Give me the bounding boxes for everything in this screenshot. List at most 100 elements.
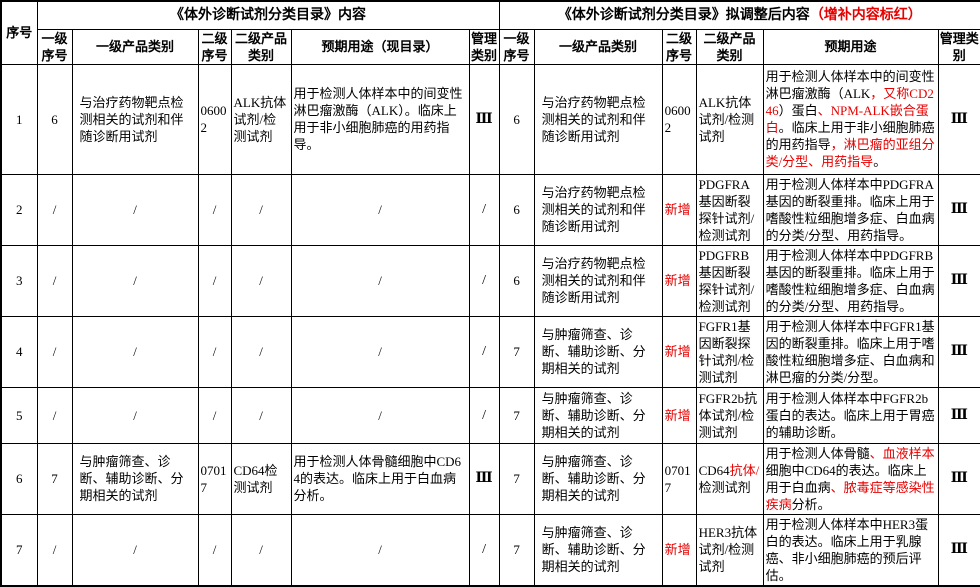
added-content-red-text: 抗体/ [729,462,760,478]
cell-current-level2-no: 07017 [197,442,232,515]
cell-current-level1-no: / [36,315,73,388]
current-content-group-header: 《体外诊断试剂分类目录》内容 [36,0,500,30]
cell-current-intended-use: / [290,173,470,246]
cell-text: ）蛋白 [778,103,818,118]
cell-current-level2-category: CD64检测试剂 [230,442,292,515]
cell-current-intended-use: 用于检测人体骨髓细胞中CD64的表达。临床上用于白血病分析。 [290,442,470,515]
added-content-red-text: 新增 [664,407,691,423]
cell-current-level1-no: / [36,513,73,586]
cell-proposed-level1-category: 与治疗药物靶点检测相关的试剂和伴随诊断用试剂 [533,244,663,317]
cell-proposed-level2-category: CD64抗体/检测试剂 [695,442,764,515]
serial-header: 序号 [0,0,38,65]
cell-proposed-level2-no: 06002 [661,63,697,175]
cell-current-mgmt-class: Ⅲ [468,63,500,175]
cell-current-level1-no: 6 [36,63,73,175]
cell-proposed-mgmt-class: Ⅲ [937,173,980,246]
cell-proposed-mgmt-class: Ⅲ [937,386,980,444]
cell-serial: 1 [0,63,38,175]
cell-proposed-level1-no: 7 [498,513,535,586]
cell-proposed-level1-no: 6 [498,63,535,175]
added-content-red-text: 新增 [664,542,691,557]
cell-proposed-level2-category: PDGFRA基因断裂探针试剂/检测试剂 [695,173,764,246]
proposed-content-group-header: 《体外诊断试剂分类目录》拟调整后内容（增补内容标红） [498,0,980,30]
added-content-red-text: ，淋巴瘤的亚组分类/分型、用药指导 [765,137,935,169]
group-header-row: 序号 《体外诊断试剂分类目录》内容 《体外诊断试剂分类目录》拟调整后内容（增补内… [0,0,980,65]
current-level1-category-header: 一级产品类别 [71,28,199,65]
table-row: 7// / / //7 与肿瘤筛查、诊断、辅助诊断、分期相关的试剂 新增 HER3抗体试剂/… [0,513,980,586]
table-row: 4// / / //7 与肿瘤筛查、诊断、辅助诊断、分期相关的试剂 新增 FGFR1基因断裂… [0,315,980,388]
cell-proposed-level1-category: 与肿瘤筛查、诊断、辅助诊断、分期相关的试剂 [533,386,663,444]
cell-proposed-mgmt-class: Ⅲ [937,513,980,586]
proposed-mgmt-class-header: 管理类别 [937,28,980,65]
cell-current-level1-no: / [36,244,73,317]
cell-current-level2-category: / [230,386,292,444]
cell-proposed-level2-no: 新增 [661,244,697,317]
cell-current-intended-use: / [290,386,470,444]
cell-text: 用于检测人体骨髓 [765,445,870,461]
cell-current-mgmt-class: / [468,513,500,586]
cell-current-level1-category: / [71,315,199,388]
cell-proposed-intended-use: 用于检测人体样本中PDGFRA基因的断裂重排。临床上用于嗜酸性粒细胞增多症、白血… [762,173,939,246]
cell-proposed-level2-category: ALK抗体试剂/检测试剂 [695,63,764,175]
cell-proposed-level1-category: 与治疗药物靶点检测相关的试剂和伴随诊断用试剂 [533,63,663,175]
added-content-red-text: 、NPM-ALK嵌合蛋白 [765,103,929,135]
cell-proposed-level1-no: 7 [498,315,535,388]
cell-serial: 3 [0,244,38,317]
cell-proposed-level1-category: 与肿瘤筛查、诊断、辅助诊断、分期相关的试剂 [533,315,663,388]
cell-proposed-mgmt-class: Ⅲ [937,442,980,515]
cell-current-level1-no: / [36,386,73,444]
added-content-red-text: 、脓毒症等感染性疾病 [765,479,935,512]
cell-current-level2-no: / [197,513,232,586]
added-content-red-text: ，又称CD246 [765,86,934,118]
cell-proposed-intended-use: 用于检测人体样本中PDGFRB基因的断裂重排。临床上用于嗜酸性粒细胞增多症、白血… [762,244,939,317]
added-content-red-text: 新增 [664,344,691,359]
cell-current-intended-use: / [290,513,470,586]
cell-proposed-level2-category: FGFR2b抗体试剂/检测试剂 [695,386,764,444]
cell-proposed-intended-use: 用于检测人体样本中HER3蛋白的表达。临床上用于乳腺癌、非小细胞肺癌的预后评估。 [762,513,939,586]
cell-current-mgmt-class: Ⅲ [468,442,500,515]
cell-current-intended-use: 用于检测人体样本中的间变性淋巴瘤激酶（ALK）。临床上用于非小细胞肺癌的用药指导… [290,63,470,175]
cell-text: 。 [873,154,887,169]
table-row: 5// / / //7 与肿瘤筛查、诊断、辅助诊断、分期相关的试剂 新增 FGFR2b抗体试… [0,386,980,444]
cell-proposed-level2-no: 新增 [661,315,697,388]
proposed-level1-category-header: 一级产品类别 [533,28,663,65]
cell-current-level1-category: / [71,244,199,317]
cell-proposed-intended-use: 用于检测人体骨髓、血液样本细胞中CD64的表达。临床上用于白血病、脓毒症等感染性… [762,442,939,515]
cell-current-level2-no: / [197,386,232,444]
cell-current-level2-no: / [197,173,232,246]
cell-proposed-level2-category: HER3抗体试剂/检测试剂 [695,513,764,586]
cell-current-level1-category: / [71,513,199,586]
added-content-red-text: 新增 [664,202,691,217]
cell-current-level2-no: / [197,315,232,388]
cell-current-level2-no: 06002 [197,63,232,175]
cell-proposed-level2-no: 07017 [661,442,697,515]
proposed-group-label: 《体外诊断试剂分类目录》拟调整后内容 [557,7,810,23]
cell-proposed-mgmt-class: Ⅲ [937,63,980,175]
cell-proposed-level2-category: FGFR1基因断裂探针试剂/检测试剂 [695,315,764,388]
cell-serial: 4 [0,315,38,388]
cell-current-mgmt-class: / [468,173,500,246]
cell-text: 分析。 [791,496,831,512]
cell-proposed-level1-no: 6 [498,244,535,317]
cell-proposed-intended-use: 用于检测人体样本中FGFR2b蛋白的表达。临床上用于胃癌的辅助诊断。 [762,386,939,444]
cell-proposed-level1-no: 7 [498,442,535,515]
cell-proposed-level2-no: 新增 [661,513,697,586]
cell-current-level1-category: 与肿瘤筛查、诊断、辅助诊断、分期相关的试剂 [71,442,199,515]
cell-proposed-level1-category: 与肿瘤筛查、诊断、辅助诊断、分期相关的试剂 [533,513,663,586]
cell-current-mgmt-class: / [468,315,500,388]
cell-current-level2-category: ALK抗体试剂/检测试剂 [230,63,292,175]
added-content-red-text: 、血液样本 [869,445,935,461]
cell-serial: 7 [0,513,38,586]
cell-proposed-level1-category: 与肿瘤筛查、诊断、辅助诊断、分期相关的试剂 [533,442,663,515]
cell-current-intended-use: / [290,244,470,317]
cell-proposed-level1-no: 6 [498,173,535,246]
added-content-red-text: 新增 [664,273,691,288]
cell-proposed-level2-no: 新增 [661,386,697,444]
current-intended-use-header: 预期用途（现目录） [290,28,470,65]
cell-serial: 6 [0,442,38,515]
cell-current-mgmt-class: / [468,244,500,317]
cell-text: 。临床上用于非小细胞肺癌的用药指导 [765,120,935,152]
cell-proposed-intended-use: 用于检测人体样本中FGFR1基因的断裂重排。临床上用于嗜酸性粒细胞增多症、白血病… [762,315,939,388]
cell-serial: 5 [0,386,38,444]
current-level2-no-header: 二级序号 [197,28,232,65]
